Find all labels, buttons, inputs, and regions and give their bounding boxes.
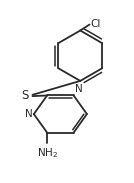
Text: NH$_2$: NH$_2$ <box>37 146 58 160</box>
Text: Cl: Cl <box>91 19 101 29</box>
Text: S: S <box>21 89 29 102</box>
Text: N: N <box>25 109 33 119</box>
Text: N: N <box>75 84 83 94</box>
